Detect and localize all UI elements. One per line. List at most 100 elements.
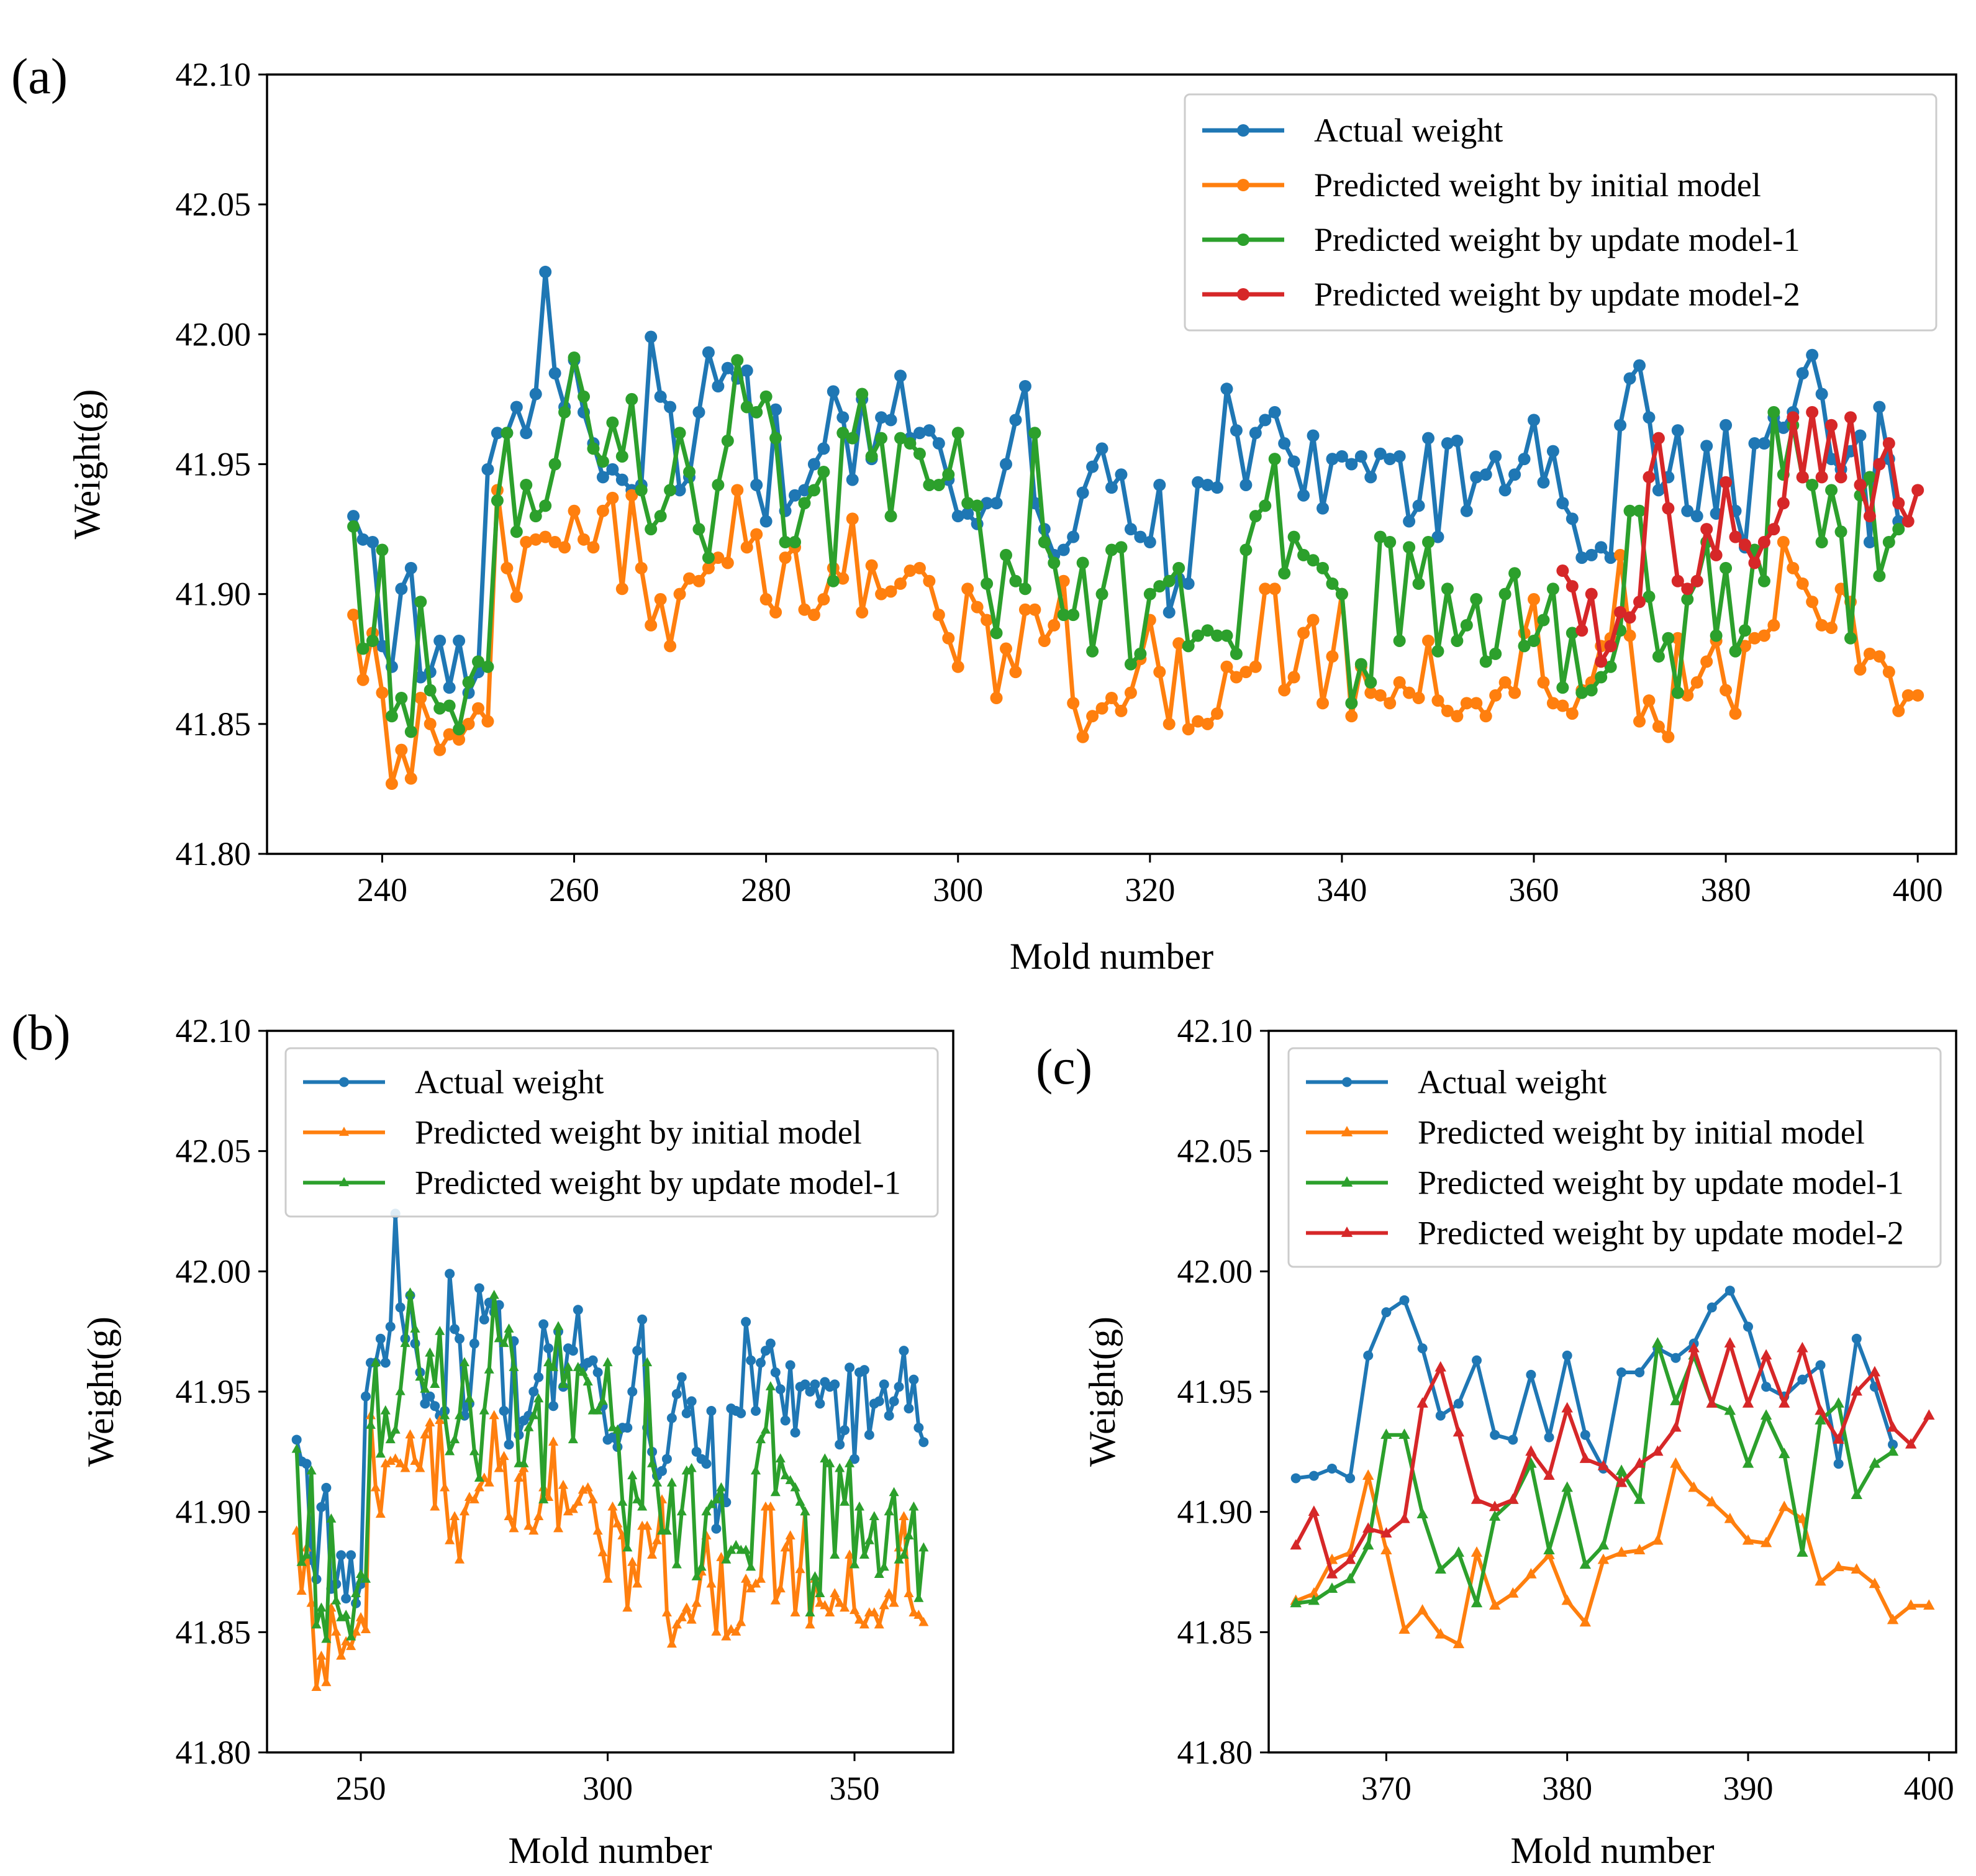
data-point [1143, 587, 1156, 600]
series-group [347, 265, 1924, 791]
data-point [1211, 481, 1223, 494]
data-point [1508, 567, 1521, 580]
data-point [765, 1381, 776, 1390]
data-point [499, 1338, 509, 1348]
data-point [1633, 359, 1646, 372]
data-point [573, 1362, 583, 1371]
data-point [884, 1588, 894, 1597]
data-point [425, 1417, 435, 1426]
data-point [800, 1379, 810, 1390]
data-point [692, 574, 705, 587]
data-point [671, 1619, 682, 1629]
data-point [1162, 574, 1176, 587]
data-point [1278, 567, 1291, 580]
data-point [1688, 1481, 1700, 1492]
data-point [385, 710, 398, 723]
data-point [711, 1626, 722, 1636]
data-point [316, 1650, 327, 1660]
data-point [1546, 582, 1559, 596]
data-point [1489, 1510, 1501, 1521]
data-point [311, 1619, 322, 1629]
x-tick-label: 320 [1125, 871, 1175, 909]
data-point [1470, 697, 1483, 710]
data-point [1901, 689, 1915, 702]
y-tick-label: 42.00 [176, 315, 252, 353]
data-point [1528, 414, 1540, 427]
data-point [597, 1547, 608, 1557]
data-point [425, 1391, 435, 1402]
data-point [971, 499, 984, 512]
data-point [1451, 634, 1464, 647]
data-point [775, 1583, 786, 1593]
y-tick-label: 41.85 [176, 1613, 252, 1651]
data-point [879, 1600, 889, 1610]
data-point [780, 1415, 791, 1426]
data-point [433, 634, 446, 647]
data-point [932, 609, 945, 622]
data-point [942, 468, 955, 481]
data-point [632, 1578, 643, 1588]
data-point [746, 1561, 756, 1571]
data-point [1739, 624, 1751, 637]
legend-marker [1341, 1126, 1353, 1136]
data-point [1888, 1439, 1898, 1450]
data-point [1887, 1421, 1899, 1432]
data-point [666, 1413, 677, 1423]
data-point [1595, 671, 1608, 684]
data-point [341, 1610, 351, 1619]
data-point [563, 1506, 573, 1516]
series-line [351, 355, 1901, 734]
data-point [805, 1619, 815, 1629]
data-point [651, 1535, 663, 1544]
data-point [932, 478, 945, 491]
data-point [1393, 450, 1406, 463]
data-point [380, 1458, 391, 1467]
data-point [1076, 556, 1089, 569]
data-point [1354, 658, 1367, 671]
data-point [376, 640, 389, 653]
data-point [479, 1405, 489, 1415]
data-point [769, 403, 782, 416]
data-point [827, 574, 840, 587]
data-point [889, 1396, 899, 1407]
data-point [899, 1549, 909, 1559]
legend-label: Predicted weight by initial model [1314, 166, 1761, 204]
data-point [443, 699, 456, 712]
data-point [1381, 1307, 1392, 1318]
data-point [1806, 348, 1819, 361]
data-point [1760, 1349, 1772, 1360]
data-point [681, 1465, 692, 1475]
data-point [712, 380, 725, 392]
data-point [810, 1571, 820, 1580]
data-point [1851, 1333, 1862, 1344]
data-point [1585, 684, 1598, 697]
data-point [1797, 1341, 1808, 1353]
data-point [1201, 478, 1214, 491]
data-point [1923, 1409, 1935, 1420]
data-point [961, 582, 974, 596]
plot-frame [266, 73, 1957, 855]
data-point [1706, 1302, 1717, 1313]
data-point [1614, 605, 1627, 619]
data-point [836, 411, 850, 424]
data-point [390, 1453, 401, 1463]
data-point [923, 424, 936, 437]
data-point [889, 1597, 899, 1607]
data-point [632, 1346, 643, 1356]
data-point [385, 1321, 396, 1332]
data-point [1833, 1433, 1844, 1444]
data-point [1498, 484, 1511, 497]
data-point [789, 536, 801, 548]
data-point [1362, 1522, 1374, 1533]
data-point [1307, 554, 1320, 567]
data-point [1595, 655, 1608, 668]
x-tick-label: 300 [933, 871, 983, 909]
data-point [543, 1492, 554, 1502]
y-tick-label: 41.80 [176, 1734, 252, 1771]
data-point [1124, 523, 1137, 536]
data-point [1690, 676, 1703, 689]
data-point [899, 1346, 909, 1356]
data-point [1398, 1512, 1410, 1523]
data-point [741, 1544, 751, 1554]
legend-box [1184, 93, 1937, 332]
